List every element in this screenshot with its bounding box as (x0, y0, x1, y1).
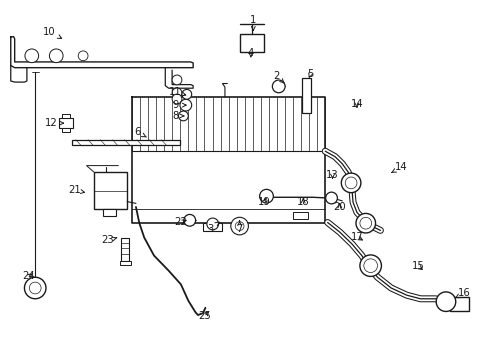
Circle shape (49, 49, 63, 63)
Text: 1: 1 (249, 15, 256, 31)
Bar (293, 212, 307, 219)
Bar (449, 297, 468, 311)
Text: 3: 3 (207, 222, 219, 234)
Circle shape (272, 80, 285, 93)
Bar (61, 114, 70, 118)
Circle shape (435, 292, 455, 311)
Text: 13: 13 (325, 170, 338, 180)
Text: 2: 2 (272, 71, 284, 83)
Text: 25: 25 (198, 311, 210, 321)
Circle shape (359, 255, 381, 276)
Circle shape (363, 259, 377, 273)
Circle shape (359, 217, 371, 229)
Circle shape (172, 94, 182, 104)
Bar (120, 261, 130, 265)
Circle shape (355, 213, 375, 233)
Text: 11: 11 (168, 87, 185, 97)
Bar (102, 209, 116, 216)
Text: 18: 18 (296, 197, 309, 207)
Bar (121, 238, 129, 261)
Circle shape (172, 75, 182, 85)
Circle shape (206, 218, 218, 230)
Bar (61, 128, 70, 132)
Circle shape (183, 215, 195, 226)
Circle shape (345, 177, 356, 189)
Text: 24: 24 (22, 271, 35, 282)
Text: 14: 14 (391, 162, 407, 172)
Bar (239, 34, 264, 52)
Circle shape (341, 173, 360, 193)
Bar (203, 223, 222, 231)
Circle shape (178, 111, 188, 121)
Circle shape (180, 99, 191, 111)
Bar (72, 140, 180, 145)
Text: 17: 17 (350, 232, 363, 242)
Circle shape (78, 51, 88, 61)
Text: 9: 9 (172, 100, 186, 110)
Bar (94, 172, 127, 209)
Text: 14: 14 (350, 99, 363, 109)
Text: 10: 10 (42, 27, 61, 39)
Circle shape (259, 189, 273, 203)
Text: 4: 4 (247, 48, 253, 58)
Circle shape (182, 89, 191, 99)
Circle shape (230, 217, 248, 235)
Circle shape (24, 277, 46, 299)
Bar (302, 78, 310, 113)
Text: 23: 23 (101, 235, 117, 246)
Bar (59, 118, 73, 128)
Circle shape (172, 88, 182, 98)
Circle shape (235, 222, 244, 230)
Text: 6: 6 (134, 127, 146, 138)
Circle shape (325, 192, 337, 204)
Text: 12: 12 (45, 118, 63, 128)
Text: 22: 22 (174, 217, 187, 228)
Text: 5: 5 (306, 69, 313, 79)
Text: 19: 19 (257, 197, 270, 207)
Text: 7: 7 (236, 221, 243, 234)
Text: 16: 16 (454, 288, 470, 298)
Circle shape (25, 49, 39, 63)
Text: 8: 8 (172, 111, 183, 121)
Circle shape (29, 282, 41, 294)
Text: 20: 20 (333, 202, 346, 212)
Text: 21: 21 (68, 185, 84, 195)
Text: 15: 15 (411, 261, 424, 271)
